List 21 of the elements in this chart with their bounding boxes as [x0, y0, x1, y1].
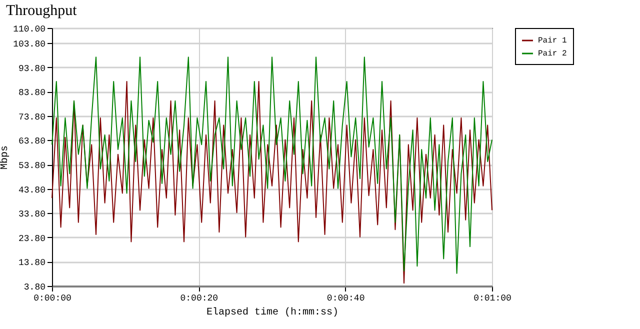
y-tick-label: 110.00	[13, 24, 46, 34]
legend-label: Pair 1	[538, 36, 568, 46]
legend-label: Pair 2	[538, 50, 568, 58]
y-tick-label: 73.80	[18, 112, 46, 122]
y-tick-label: 13.80	[18, 258, 46, 268]
y-tick-label: 93.80	[18, 64, 46, 74]
y-tick-label: 43.80	[18, 185, 46, 196]
y-tick-label: 33.80	[18, 210, 46, 220]
y-tick-label: 63.80	[18, 136, 46, 147]
x-tick-label: 0:00:40	[326, 294, 365, 304]
y-tick-label: 103.80	[13, 40, 46, 50]
x-tick-label: 0:00:20	[180, 294, 218, 304]
y-tick-label: 3.80	[24, 282, 46, 292]
x-tick-label: 0:01:00	[474, 294, 512, 304]
x-tick-label: 0:00:00	[34, 294, 72, 304]
y-axis-title: Mbps	[0, 145, 12, 170]
y-tick-label: 53.80	[18, 161, 46, 172]
chart-title: Throughput	[6, 3, 78, 19]
x-axis-title: Elapsed time (h:mm:ss)	[206, 306, 339, 318]
y-tick-label: 83.80	[18, 88, 46, 98]
y-tick-label: 23.80	[18, 234, 46, 244]
